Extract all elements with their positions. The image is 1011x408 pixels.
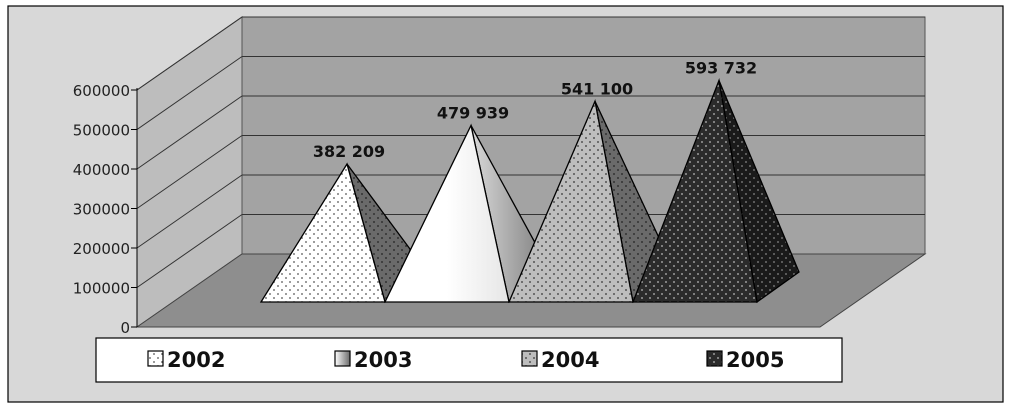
legend-label-2002: 2002: [167, 348, 225, 372]
data-label-2004: 541 100: [561, 79, 633, 98]
pyramid-2005-front: [632, 78, 758, 303]
legend-label-2003: 2003: [354, 348, 412, 372]
gridline-side: [136, 214, 243, 288]
data-label-2005: 593 732: [685, 58, 757, 77]
gridline-side: [136, 135, 243, 209]
legend-swatch-2005: [706, 350, 723, 367]
gridline-side: [136, 56, 243, 130]
pyramid-2004-front: [508, 99, 634, 303]
pyramid-2002-front: [259, 162, 386, 303]
y-tick-label: 500000: [73, 122, 130, 140]
y-tick-label: 300000: [73, 201, 130, 219]
y-tick-label: 400000: [73, 161, 130, 179]
data-label-2003: 479 939: [437, 103, 509, 122]
y-tick-label: 0: [120, 319, 130, 337]
gridline-side: [136, 174, 243, 249]
legend-swatch-2003: [334, 350, 351, 367]
y-tick-label: 200000: [73, 240, 130, 258]
legend-swatch-2004: [521, 350, 538, 367]
y-tick-label: 100000: [73, 280, 130, 298]
legend-swatch-2002: [147, 350, 164, 367]
legend-label-2005: 2005: [726, 348, 784, 372]
legend-label-2004: 2004: [541, 348, 599, 372]
pyramid-2003-front: [383, 123, 510, 303]
y-tick-label: 600000: [73, 82, 130, 100]
gridline-side: [136, 16, 243, 91]
gridline-side: [136, 95, 243, 170]
data-label-2002: 382 209: [313, 142, 385, 161]
